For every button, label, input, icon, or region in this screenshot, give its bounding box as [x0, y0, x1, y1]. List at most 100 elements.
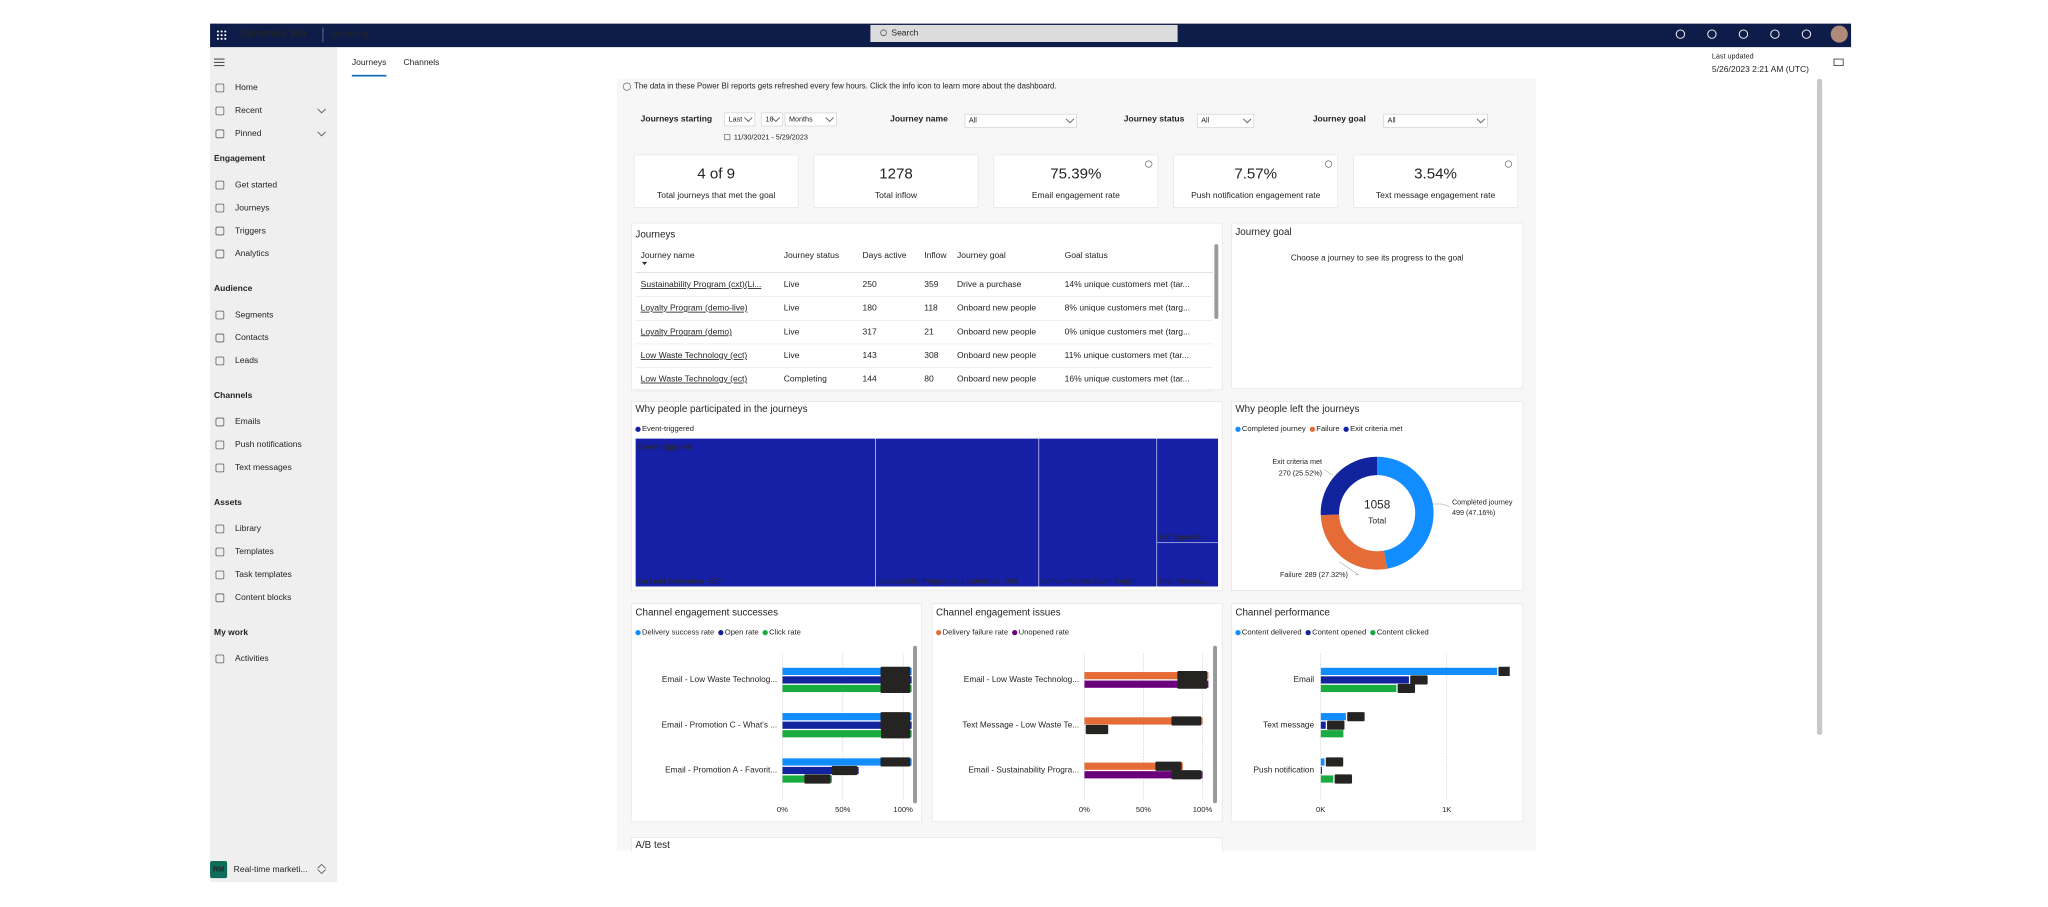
- kpi-value: 7.57%: [1234, 166, 1277, 183]
- app-launcher-dot[interactable]: [220, 34, 223, 37]
- nav-item[interactable]: Task templates: [235, 569, 292, 579]
- y-tick-label: Email - Low Waste Technolog...: [964, 675, 1079, 684]
- search-placeholder[interactable]: Search: [891, 28, 918, 38]
- date-range: 11/30/2021 - 5/29/2023: [734, 133, 808, 142]
- column-header[interactable]: Journey status: [784, 250, 839, 260]
- nav-item[interactable]: Triggers: [235, 225, 266, 235]
- info-icon[interactable]: [622, 82, 631, 91]
- nav-icon: [215, 83, 225, 93]
- column-header[interactable]: Goal status: [1065, 250, 1108, 260]
- value-label: 0.0K: [1328, 759, 1342, 766]
- column-header[interactable]: Journey goal: [957, 250, 1006, 260]
- cell: 80: [924, 374, 934, 384]
- nav-item[interactable]: Recent: [235, 105, 263, 115]
- column-header[interactable]: Days active: [863, 250, 907, 260]
- dropdown-value[interactable]: Last: [729, 114, 743, 123]
- area-switcher[interactable]: Real-time marketi...: [234, 864, 308, 874]
- app-launcher-dot[interactable]: [224, 34, 227, 37]
- journey-link[interactable]: Sustainability Program (cxt)(Li...: [641, 279, 762, 289]
- bar: [782, 730, 912, 738]
- journey-link[interactable]: Loyalty Program (demo): [641, 326, 733, 336]
- bar: [1320, 713, 1346, 721]
- kpi-value: 3.54%: [1414, 166, 1457, 183]
- bar: [782, 713, 912, 721]
- column-header[interactable]: Inflow: [924, 250, 947, 260]
- info-icon[interactable]: [1324, 160, 1333, 168]
- avatar[interactable]: [1830, 25, 1848, 43]
- dropdown-value[interactable]: Months: [789, 114, 813, 123]
- dropdown[interactable]: [1383, 113, 1488, 128]
- app-launcher-dot[interactable]: [220, 37, 223, 40]
- nav-item[interactable]: Push notifications: [235, 439, 302, 449]
- legend-dot: [1235, 426, 1241, 432]
- header-icon[interactable]: [1801, 29, 1812, 39]
- app-launcher-dot[interactable]: [224, 37, 227, 40]
- info-icon[interactable]: [1145, 160, 1153, 168]
- nav-icon: [215, 570, 225, 580]
- nav-icon: [215, 310, 225, 320]
- nav-item[interactable]: Templates: [235, 546, 274, 556]
- value-label-box: [880, 683, 911, 694]
- app-launcher-dot[interactable]: [216, 34, 219, 37]
- nav-item[interactable]: Text messages: [235, 462, 292, 472]
- cell: 16% unique customers met (tar...: [1065, 374, 1190, 384]
- bar: [1320, 676, 1409, 684]
- dropdown[interactable]: [724, 112, 756, 127]
- app-launcher-dot[interactable]: [216, 30, 219, 33]
- bar: [1320, 684, 1397, 693]
- filter-label: Journey name: [890, 114, 948, 124]
- dropdown[interactable]: [1196, 113, 1255, 128]
- column-header[interactable]: Journey name: [641, 250, 695, 260]
- header-icon[interactable]: [1707, 29, 1717, 39]
- nav-item[interactable]: Activities: [235, 653, 269, 663]
- tab[interactable]: Journeys: [352, 57, 387, 67]
- treemap-tile: [635, 438, 876, 587]
- plot: 1.4K 0.7K0.6K 0.2K 0.0K 0.0K 0.1K: [1320, 666, 1510, 784]
- header-icon[interactable]: [1675, 29, 1686, 39]
- legend-dot: [1370, 630, 1376, 636]
- nav-item[interactable]: Segments: [235, 309, 273, 319]
- dropdown-value[interactable]: 18: [765, 114, 773, 123]
- value-label: 279.86%: [882, 713, 908, 720]
- search-box[interactable]: [870, 24, 1178, 43]
- value-label-box: [880, 720, 911, 730]
- nav-item[interactable]: Contacts: [235, 332, 269, 342]
- app-launcher-dot[interactable]: [220, 30, 223, 33]
- nav-item[interactable]: Pinned: [235, 128, 262, 138]
- legend-label: Delivery failure rate: [943, 628, 1009, 637]
- info-icon[interactable]: [1504, 160, 1513, 168]
- nav-item[interactable]: Leads: [235, 355, 258, 365]
- dropdown-value[interactable]: All: [969, 116, 977, 125]
- nav-icon: [215, 417, 225, 427]
- nav-item[interactable]: Content blocks: [235, 592, 291, 602]
- plot: 601.14% 330.57%209.09% 279.86% 148.03%110.7…: [782, 666, 912, 784]
- dropdown-value[interactable]: All: [1201, 116, 1209, 125]
- nav-item[interactable]: Library: [235, 523, 262, 533]
- legend-label: Content clicked: [1377, 628, 1429, 637]
- leader-line: [1324, 469, 1333, 476]
- journey-link[interactable]: Low Waste Technology (ect): [641, 350, 748, 360]
- nav-icon: [215, 440, 225, 450]
- dropdown[interactable]: [964, 113, 1077, 128]
- chevron: [317, 863, 326, 869]
- journey-link[interactable]: Low Waste Technology (ect): [641, 374, 748, 384]
- value-label-box: [1085, 724, 1109, 735]
- dropdown-value[interactable]: All: [1388, 116, 1396, 125]
- cell: Onboard new people: [957, 350, 1036, 360]
- cell: Live: [784, 326, 800, 336]
- legend-dot: [936, 630, 942, 636]
- nav-item[interactable]: Journeys: [235, 202, 270, 212]
- dropdown[interactable]: [784, 112, 837, 127]
- nav-item[interactable]: Get started: [235, 179, 277, 189]
- nav-item[interactable]: Home: [235, 82, 258, 92]
- tab[interactable]: Channels: [403, 57, 439, 67]
- nav-item[interactable]: Emails: [235, 416, 261, 426]
- nav-item[interactable]: Analytics: [235, 248, 269, 258]
- dropdown[interactable]: [761, 112, 783, 127]
- header-icon[interactable]: [1738, 29, 1749, 39]
- header-icon[interactable]: [1770, 29, 1780, 39]
- app-launcher-dot[interactable]: [224, 30, 227, 33]
- journey-link[interactable]: Loyalty Program (demo-live): [641, 303, 748, 313]
- app-launcher-dot[interactable]: [216, 37, 219, 40]
